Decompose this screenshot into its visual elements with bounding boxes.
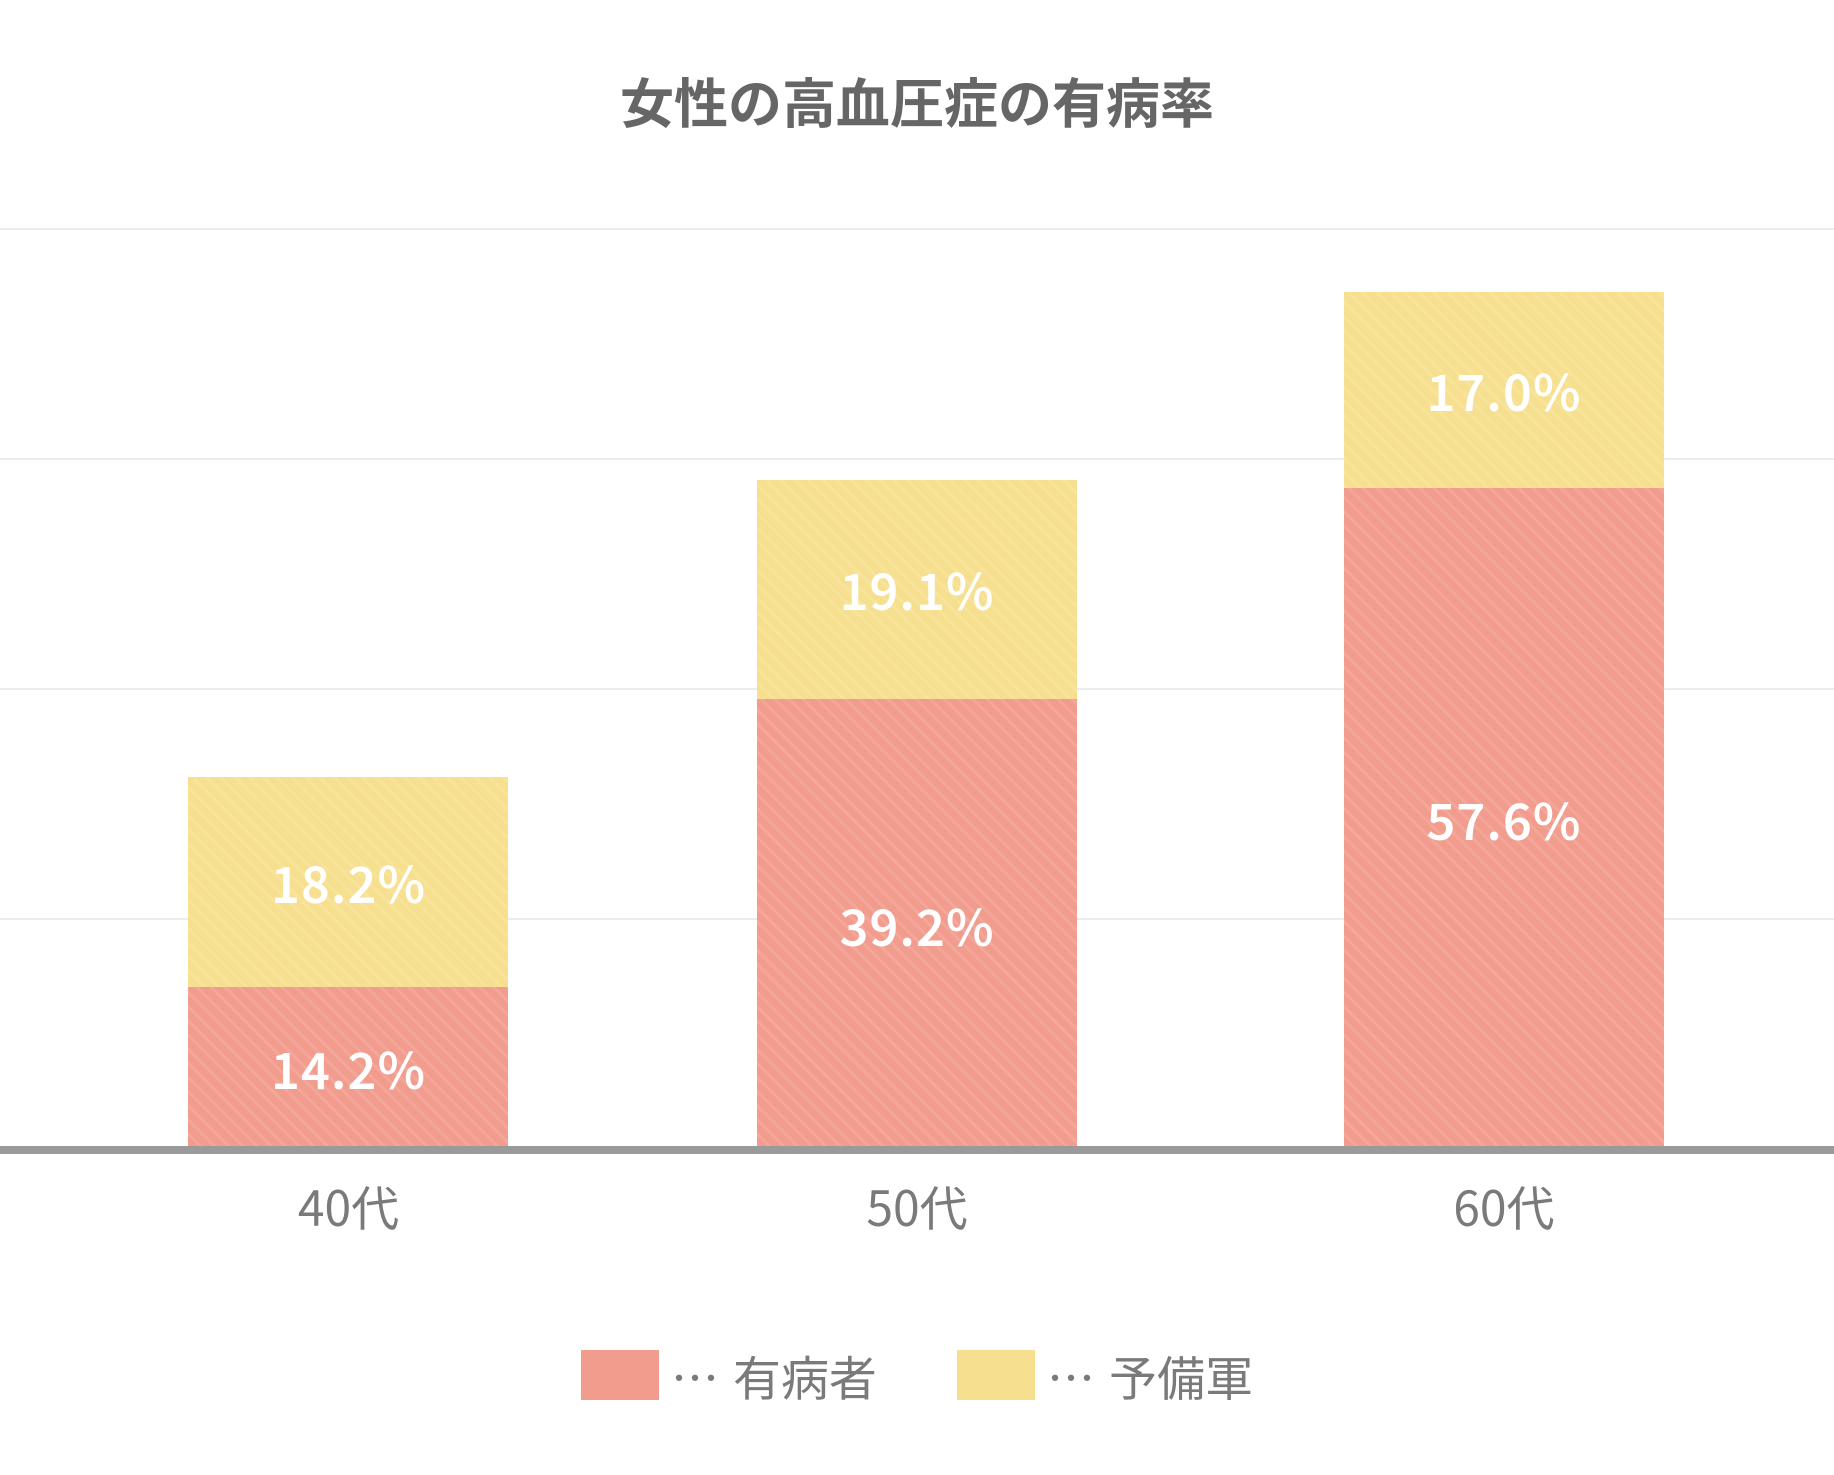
xlabel-50s: 50代 [866, 1170, 967, 1240]
bar-60s-preclinical: 17.0% [1344, 292, 1664, 488]
plot-area: 18.2% 14.2% 19.1% 39.2% 17.0% [0, 230, 1834, 1150]
bar-40s-preclinical-label: 18.2% [271, 846, 426, 918]
legend-swatch-patients [581, 1350, 659, 1400]
bar-60s: 17.0% 57.6% [1344, 292, 1664, 1150]
xlabel-60s: 60代 [1453, 1170, 1554, 1240]
legend-dots: … [671, 1340, 721, 1410]
legend-swatch-preclinical [957, 1350, 1035, 1400]
bar-50s-preclinical-label: 19.1% [839, 553, 994, 625]
legend: … 有病者 … 予備軍 [0, 1340, 1834, 1410]
bar-50s-preclinical: 19.1% [757, 480, 1077, 700]
legend-dots: … [1047, 1340, 1097, 1410]
bar-60s-patients: 57.6% [1344, 488, 1664, 1150]
legend-item-patients: … 有病者 [581, 1340, 877, 1410]
bar-50s: 19.1% 39.2% [757, 480, 1077, 1150]
chart-container: 女性の高血圧症の有病率 18.2% 14.2% 19.1% [0, 0, 1834, 1475]
legend-label-preclinical: 予備軍 [1109, 1340, 1253, 1410]
legend-item-preclinical: … 予備軍 [957, 1340, 1253, 1410]
bar-50s-patients-label: 39.2% [839, 889, 994, 961]
xlabel-40s: 40代 [298, 1170, 399, 1240]
bar-40s-patients: 14.2% [188, 987, 508, 1150]
bar-60s-patients-label: 57.6% [1426, 783, 1581, 855]
bar-60s-preclinical-label: 17.0% [1426, 354, 1581, 426]
bar-40s-preclinical: 18.2% [188, 777, 508, 986]
bar-40s-patients-label: 14.2% [271, 1032, 426, 1104]
bar-40s: 18.2% 14.2% [188, 777, 508, 1150]
chart-title: 女性の高血圧症の有病率 [0, 60, 1834, 139]
gridline [0, 228, 1834, 230]
legend-label-patients: 有病者 [733, 1340, 877, 1410]
bar-50s-patients: 39.2% [757, 699, 1077, 1150]
x-axis-line [0, 1146, 1834, 1154]
